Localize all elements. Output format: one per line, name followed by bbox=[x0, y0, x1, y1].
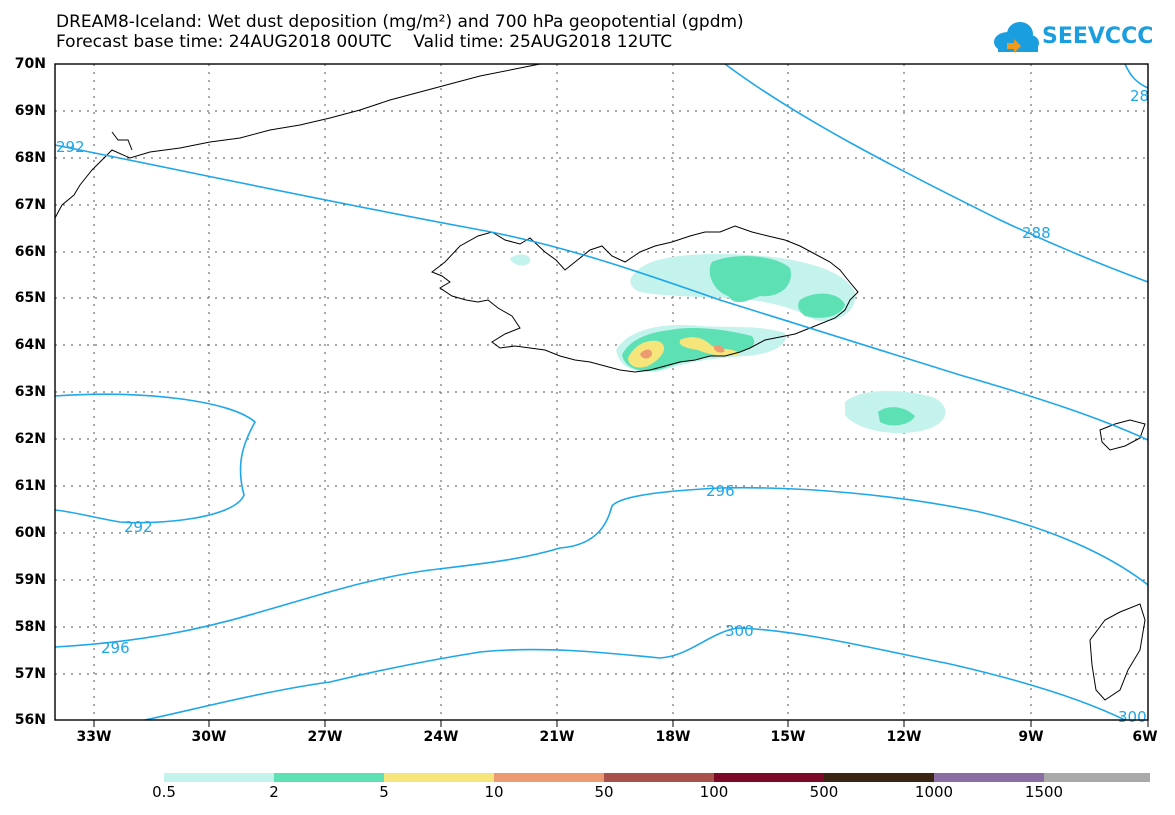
axis-ticks bbox=[93, 720, 1149, 727]
contour-label: 292 bbox=[124, 518, 153, 536]
colorbar-label: 1500 bbox=[1024, 783, 1064, 801]
lon-label: 30W bbox=[191, 729, 227, 745]
lat-label: 67N bbox=[14, 197, 46, 213]
colorbar-label: 500 bbox=[809, 783, 839, 801]
lat-label: 59N bbox=[14, 572, 46, 588]
lat-label: 61N bbox=[14, 478, 46, 494]
colorbar-swatch bbox=[1044, 773, 1150, 782]
map-subtitle: Forecast base time: 24AUG2018 00UTC Vali… bbox=[56, 32, 673, 52]
contour-label: 296 bbox=[706, 482, 735, 500]
contour-label: 300 bbox=[1118, 708, 1147, 726]
lat-label: 56N bbox=[14, 712, 46, 728]
dust-deposition-shading bbox=[510, 253, 946, 434]
lat-label: 57N bbox=[14, 666, 46, 682]
contour-label: 28 bbox=[1130, 87, 1149, 105]
graticule bbox=[55, 64, 1148, 720]
contour-label: 288 bbox=[1022, 224, 1051, 242]
lat-label: 68N bbox=[14, 150, 46, 166]
lon-label: 9W bbox=[1018, 729, 1044, 745]
cloud-logo-icon bbox=[994, 22, 1039, 53]
coastlines bbox=[54, 63, 1146, 701]
contour-labels: 292 288 28 292 296 296 300 300 bbox=[56, 87, 1149, 726]
lon-label: 24W bbox=[423, 729, 459, 745]
lat-label: 58N bbox=[14, 619, 46, 635]
colorbar-label: 50 bbox=[594, 783, 614, 801]
lon-label: 6W bbox=[1132, 729, 1158, 745]
lat-label: 70N bbox=[14, 56, 46, 72]
lon-label: 27W bbox=[307, 729, 343, 745]
lat-label: 64N bbox=[14, 337, 46, 353]
map-frame bbox=[54, 63, 1149, 721]
lon-label: 12W bbox=[886, 729, 922, 745]
colorbar-label: 10 bbox=[484, 783, 504, 801]
lat-label: 66N bbox=[14, 244, 46, 260]
lat-label: 63N bbox=[14, 384, 46, 400]
logo-text: SEEVCCC bbox=[1042, 24, 1154, 49]
contour-label: 300 bbox=[725, 622, 754, 640]
colorbar-swatch bbox=[714, 773, 824, 782]
map-title: DREAM8-Iceland: Wet dust deposition (mg/… bbox=[56, 12, 744, 32]
colorbar-swatch bbox=[384, 773, 494, 782]
contour-label: 296 bbox=[101, 639, 130, 657]
colorbar-swatch bbox=[274, 773, 384, 782]
lon-label: 21W bbox=[539, 729, 575, 745]
colorbar-label: 1000 bbox=[914, 783, 954, 801]
lon-label: 18W bbox=[655, 729, 691, 745]
lat-label: 65N bbox=[14, 290, 46, 306]
geopotential-contours bbox=[54, 63, 1149, 721]
colorbar-swatch bbox=[164, 773, 274, 782]
lat-label: 62N bbox=[14, 431, 46, 447]
contour-label: 292 bbox=[56, 138, 85, 156]
colorbar-label: 100 bbox=[699, 783, 729, 801]
colorbar-label: 5 bbox=[379, 783, 389, 801]
colorbar-label: 0.5 bbox=[152, 783, 176, 801]
colorbar-swatch bbox=[934, 773, 1044, 782]
colorbar-swatch bbox=[494, 773, 604, 782]
colorbar-swatch bbox=[604, 773, 714, 782]
colorbar bbox=[164, 773, 1150, 782]
lat-label: 60N bbox=[14, 525, 46, 541]
seevccc-logo: SEEVCCC bbox=[990, 18, 1160, 56]
lon-label: 15W bbox=[770, 729, 806, 745]
lon-label: 33W bbox=[76, 729, 112, 745]
lat-label: 69N bbox=[14, 103, 46, 119]
colorbar-swatch bbox=[824, 773, 934, 782]
colorbar-label: 2 bbox=[269, 783, 279, 801]
